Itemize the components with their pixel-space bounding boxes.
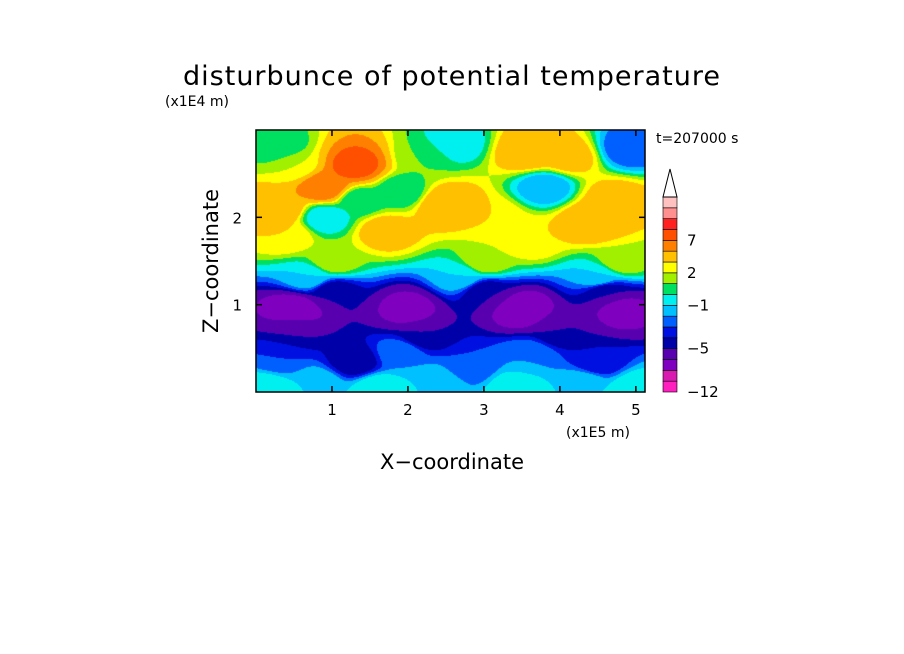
y-axis-label: Z−coordinate: [199, 189, 223, 333]
x-tick-label: 3: [479, 401, 489, 419]
colorbar-extend-arrow: [662, 168, 678, 198]
colorbar-swatch: [662, 207, 678, 219]
colorbar-swatch: [662, 380, 678, 393]
colorbar-swatch: [662, 218, 678, 230]
colorbar-swatch: [662, 272, 678, 284]
y-axis: 12: [232, 209, 645, 315]
colorbar-swatch: [662, 326, 678, 339]
plot-area: [255, 129, 646, 393]
temperature-field: [256, 130, 645, 392]
colorbar-label: 2: [687, 264, 697, 282]
colorbar: 7 2 −1 −5 −12: [662, 168, 719, 401]
colorbar-label: −5: [687, 340, 709, 358]
x-tick-label: 4: [555, 401, 565, 419]
x-scale-label: (x1E5 m): [566, 425, 630, 441]
colorbar-swatch: [662, 305, 678, 317]
colorbar-swatch: [662, 337, 678, 349]
colorbar-swatch: [662, 240, 678, 252]
colorbar-swatch: [662, 283, 678, 295]
colorbar-swatch: [662, 294, 678, 306]
x-tick-label: 2: [403, 401, 413, 419]
colorbar-label: −12: [687, 383, 719, 401]
colorbar-swatch: [662, 250, 678, 263]
colorbar-label: 7: [687, 231, 697, 249]
plot-frame: [255, 129, 646, 393]
colorbar-label: −1: [687, 296, 709, 314]
colorbar-swatch: [662, 261, 678, 274]
colorbar-swatch: [662, 348, 678, 360]
y-tick-label: 1: [232, 297, 242, 315]
x-axis: 1 2 3 4 5: [327, 130, 641, 419]
colorbar-swatch: [662, 229, 678, 241]
y-tick-label: 2: [232, 209, 242, 227]
chart-title: disturbunce of potential temperature: [183, 61, 721, 92]
colorbar-swatch: [662, 196, 678, 209]
time-label: t=207000 s: [656, 131, 738, 147]
colorbar-swatch: [662, 370, 678, 382]
colorbar-swatch: [662, 315, 678, 328]
colorbar-swatch: [662, 359, 678, 371]
x-tick-label: 5: [631, 401, 641, 419]
x-axis-label: X−coordinate: [380, 450, 524, 474]
x-tick-label: 1: [327, 401, 337, 419]
y-scale-label: (x1E4 m): [165, 94, 229, 110]
